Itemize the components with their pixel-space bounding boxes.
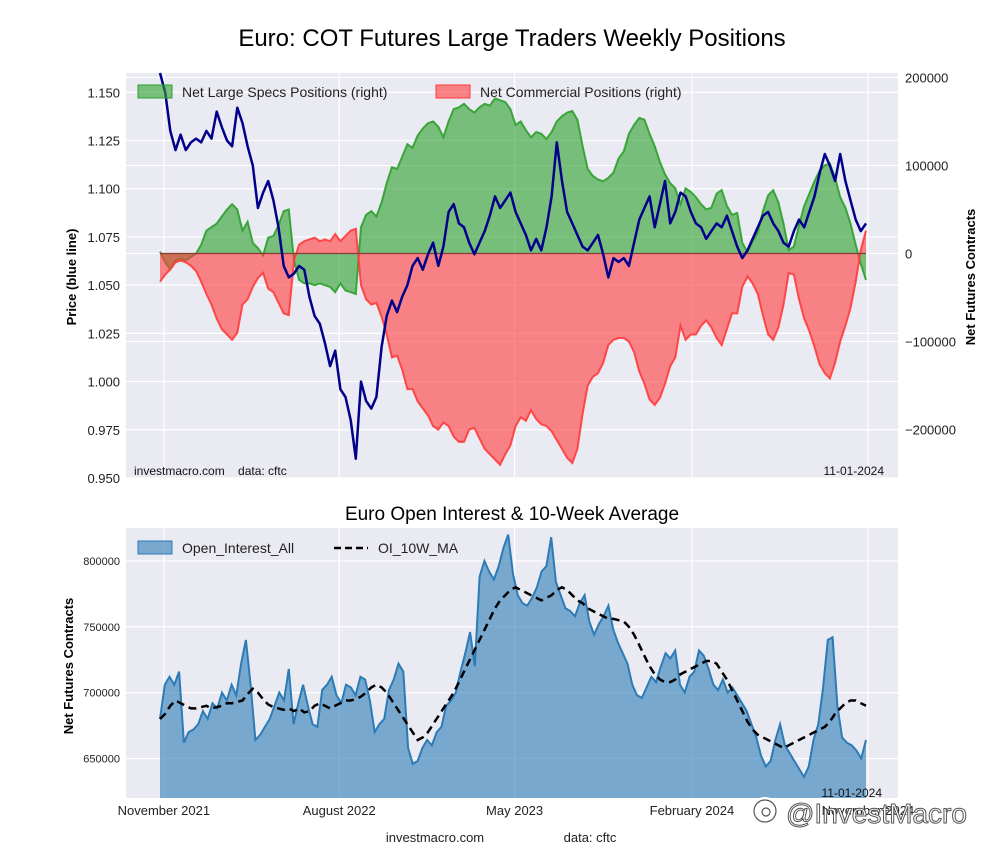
- bottom-left-tick-label: 800000: [83, 556, 120, 568]
- bottom-area-series: [159, 534, 867, 798]
- footer-data: data: cftc: [564, 830, 617, 845]
- bottom-left-tick-label: 650000: [83, 753, 120, 765]
- legend-swatch-specs: [137, 84, 173, 99]
- top-right-tick-label: 0: [905, 246, 912, 261]
- bottom-date-note: 11-01-2024: [822, 786, 883, 800]
- price-series-line: [158, 72, 868, 460]
- bottom-x-tick-label: August 2022: [303, 803, 376, 818]
- bottom-left-tick-label: 750000: [83, 622, 120, 634]
- open-interest-line: [159, 534, 867, 780]
- top-left-tick-label: 1.100: [87, 182, 120, 197]
- top-right-tick-label: −100000: [905, 335, 956, 350]
- watermark-text: @InvestMacro: [786, 798, 967, 829]
- top-left-tick-label: 1.075: [87, 230, 120, 245]
- ma-series-line: [159, 585, 867, 750]
- bottom-ma-series: [159, 585, 867, 750]
- top-left-tick-label: 1.125: [87, 134, 120, 149]
- bottom-x-tick-label: May 2023: [486, 803, 543, 818]
- top-left-tick-label: 0.950: [87, 471, 120, 486]
- bottom-left-ticks: 800000 750000 700000 650000: [83, 556, 120, 766]
- top-right-tick-label: 200000: [905, 70, 948, 85]
- footer-source: investmacro.com: [386, 830, 484, 845]
- bottom-x-tick-label: November 2021: [118, 803, 211, 818]
- bottom-left-tick-label: 700000: [83, 688, 120, 700]
- top-right-axis-label: Net Futures Contracts: [963, 209, 978, 346]
- legend-label-specs: Net Large Specs Positions (right): [182, 84, 387, 100]
- bottom-left-axis-label: Net Futures Contracts: [61, 598, 76, 735]
- legend-swatch-commercial: [435, 84, 471, 99]
- legend-label-commercial: Net Commercial Positions (right): [480, 84, 682, 100]
- top-right-tick-label: −200000: [905, 423, 956, 438]
- top-left-axis-label: Price (blue line): [64, 229, 79, 326]
- top-left-tick-label: 1.025: [87, 326, 120, 341]
- top-source-note: investmacro.com data: cftc: [134, 464, 287, 478]
- commercial-area: [160, 228, 866, 465]
- bottom-x-tick-label: November 2024: [822, 803, 915, 818]
- top-date-note: 11-01-2024: [824, 464, 885, 478]
- top-price-line: [158, 72, 868, 460]
- bottom-chart-title: Euro Open Interest & 10-Week Average: [345, 504, 679, 525]
- legend-label-ma: OI_10W_MA: [378, 540, 459, 556]
- top-left-ticks: 1.150 1.125 1.100 1.075 1.050 1.025 1.000 0.975…: [87, 85, 120, 486]
- commercial-line: [159, 227, 867, 467]
- open-interest-area: [160, 534, 866, 798]
- top-left-tick-label: 0.975: [87, 423, 120, 438]
- legend-label-open-interest: Open_Interest_All: [182, 540, 294, 556]
- bottom-x-ticks: November 2021 August 2022 May 2023 February…: [118, 803, 915, 818]
- main-chart-title: Euro: COT Futures Large Traders Weekly P…: [238, 25, 785, 52]
- top-right-ticks: 200000 100000 0 −100000 −200000: [905, 70, 956, 437]
- top-right-tick-label: 100000: [905, 158, 948, 173]
- bottom-x-tick-label: February 2024: [650, 803, 735, 818]
- specs-area: [160, 98, 866, 294]
- legend-swatch-open-interest: [137, 540, 173, 555]
- top-left-tick-label: 1.000: [87, 375, 120, 390]
- top-left-tick-label: 1.050: [87, 278, 120, 293]
- threads-icon: [751, 797, 779, 825]
- top-left-tick-label: 1.150: [87, 85, 120, 100]
- watermark: @InvestMacro: [751, 797, 967, 830]
